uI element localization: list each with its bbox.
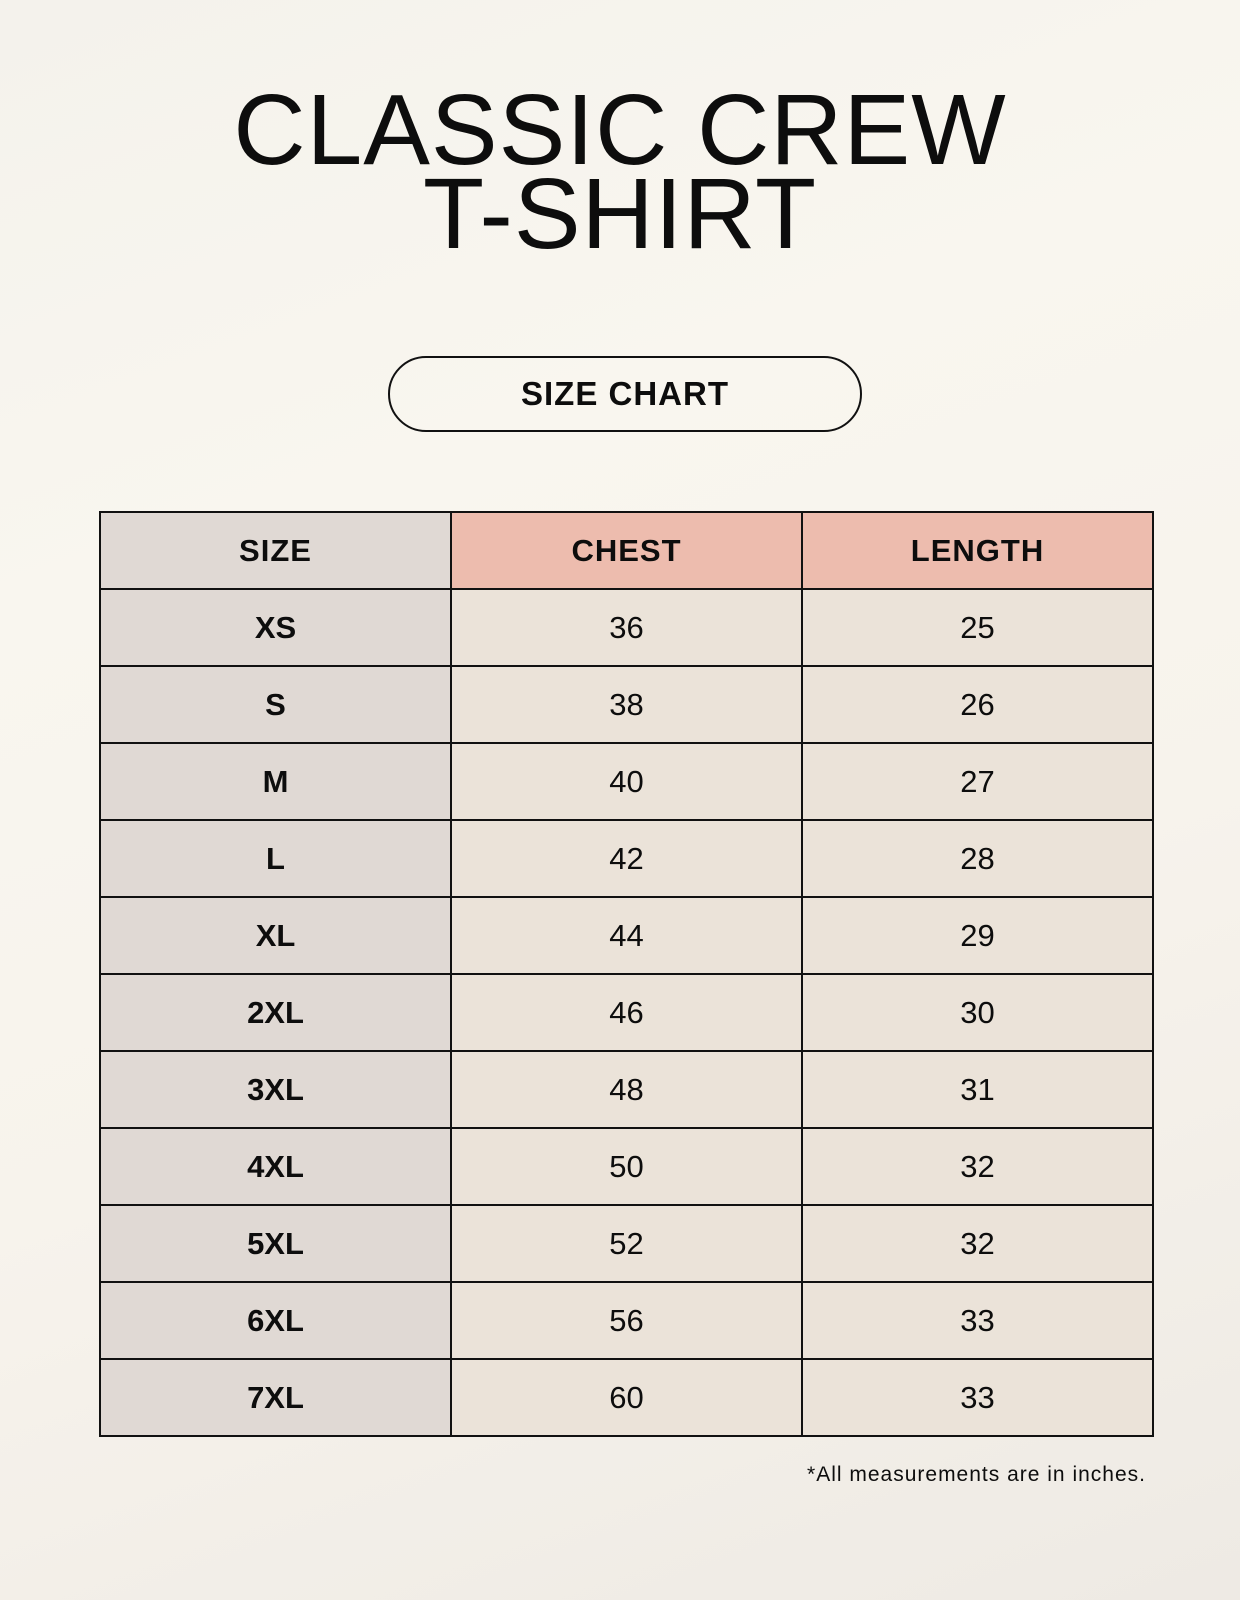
- footnote: *All measurements are in inches.: [807, 1463, 1146, 1486]
- table-header-row: SIZE CHEST LENGTH: [99, 511, 1154, 590]
- cell-length: 26: [801, 665, 1154, 744]
- cell-length: 32: [801, 1204, 1154, 1283]
- size-table: SIZE CHEST LENGTH XS 36 25 S 38 26 M 40 27 L 42 28 X…: [99, 511, 1154, 1437]
- cell-length: 28: [801, 819, 1154, 898]
- table-row: 3XL 48 31: [99, 1050, 1154, 1129]
- cell-size: XL: [99, 896, 452, 975]
- cell-size: 3XL: [99, 1050, 452, 1129]
- cell-size: M: [99, 742, 452, 821]
- cell-size: L: [99, 819, 452, 898]
- cell-size: 7XL: [99, 1358, 452, 1437]
- cell-length: 25: [801, 588, 1154, 667]
- cell-length: 32: [801, 1127, 1154, 1206]
- cell-chest: 60: [450, 1358, 803, 1437]
- cell-size: 5XL: [99, 1204, 452, 1283]
- cell-chest: 42: [450, 819, 803, 898]
- cell-size: XS: [99, 588, 452, 667]
- cell-chest: 38: [450, 665, 803, 744]
- table-row: 4XL 50 32: [99, 1127, 1154, 1206]
- cell-size: 6XL: [99, 1281, 452, 1360]
- cell-size: S: [99, 665, 452, 744]
- cell-length: 33: [801, 1358, 1154, 1437]
- table-row: 6XL 56 33: [99, 1281, 1154, 1360]
- cell-chest: 44: [450, 896, 803, 975]
- cell-length: 27: [801, 742, 1154, 821]
- cell-length: 29: [801, 896, 1154, 975]
- title-line-1: CLASSIC CREW: [233, 74, 1007, 186]
- cell-chest: 52: [450, 1204, 803, 1283]
- header-length: LENGTH: [801, 511, 1154, 590]
- cell-chest: 36: [450, 588, 803, 667]
- size-chart-badge: SIZE CHART: [388, 356, 862, 432]
- header-size: SIZE: [99, 511, 452, 590]
- cell-size: 2XL: [99, 973, 452, 1052]
- table-row: 5XL 52 32: [99, 1204, 1154, 1283]
- cell-length: 30: [801, 973, 1154, 1052]
- cell-chest: 56: [450, 1281, 803, 1360]
- cell-chest: 40: [450, 742, 803, 821]
- table-row: M 40 27: [99, 742, 1154, 821]
- page-title: CLASSIC CREW T-SHIRT: [0, 74, 1240, 270]
- table-row: XL 44 29: [99, 896, 1154, 975]
- cell-length: 33: [801, 1281, 1154, 1360]
- table-row: 7XL 60 33: [99, 1358, 1154, 1437]
- table-row: 2XL 46 30: [99, 973, 1154, 1052]
- cell-size: 4XL: [99, 1127, 452, 1206]
- table-row: L 42 28: [99, 819, 1154, 898]
- cell-chest: 48: [450, 1050, 803, 1129]
- cell-chest: 50: [450, 1127, 803, 1206]
- table-row: XS 36 25: [99, 588, 1154, 667]
- table-row: S 38 26: [99, 665, 1154, 744]
- cell-chest: 46: [450, 973, 803, 1052]
- title-line-2: T-SHIRT: [422, 158, 818, 270]
- cell-length: 31: [801, 1050, 1154, 1129]
- header-chest: CHEST: [450, 511, 803, 590]
